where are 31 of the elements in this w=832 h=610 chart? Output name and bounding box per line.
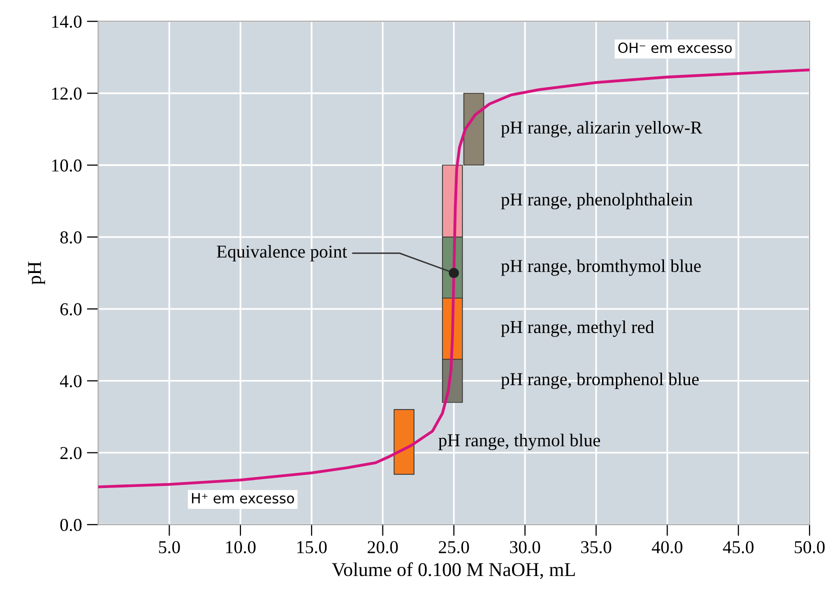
x-tick-label: 5.0 xyxy=(159,541,180,554)
x-tick-label: 35.0 xyxy=(581,541,612,554)
y-tick-label: 0.0 xyxy=(60,518,82,532)
annotation: OH⁻ em excesso xyxy=(618,42,732,54)
bar xyxy=(394,409,414,475)
y-tick-label: 8.0 xyxy=(60,231,82,244)
x-axis-title: Volume of 0.100 M NaOH, mL xyxy=(332,562,575,579)
y-tick-label: 14.0 xyxy=(52,16,82,28)
x-tick-label: 10.0 xyxy=(226,541,256,554)
y-tick-label: 4.0 xyxy=(60,375,82,388)
text: pH range, methyl red xyxy=(501,320,654,337)
x-tick-label: 20.0 xyxy=(368,541,398,554)
y-tick-label: 2.0 xyxy=(60,446,82,460)
line-series xyxy=(98,68,810,488)
x-tick-label: 30.0 xyxy=(510,541,540,554)
y-axis-title: pH xyxy=(28,262,46,285)
series-label: pH range, thymol blue xyxy=(438,434,600,450)
x-tick-label: 25.0 xyxy=(438,541,469,554)
y-tick-label: 6.0 xyxy=(60,303,82,316)
y-tick-label: 12.0 xyxy=(52,88,82,100)
text: pH range, bromthymol blue xyxy=(501,259,701,276)
x-tick-label: 15.0 xyxy=(297,541,327,554)
x-tick-label: 45.0 xyxy=(722,541,754,554)
text: pH range, phenolphthalein xyxy=(501,192,693,210)
y-tick-label: 10.0 xyxy=(52,159,82,172)
annotation: H⁺ em excesso xyxy=(192,493,294,504)
annotation: Equivalence point xyxy=(216,245,348,262)
x-tick-label: 50.0 xyxy=(794,541,825,554)
x-tick-label: 40.0 xyxy=(652,541,682,554)
series-label: pH range, alizarin yellow-R xyxy=(501,120,702,138)
text: pH range, bromphenol blue xyxy=(501,372,699,390)
